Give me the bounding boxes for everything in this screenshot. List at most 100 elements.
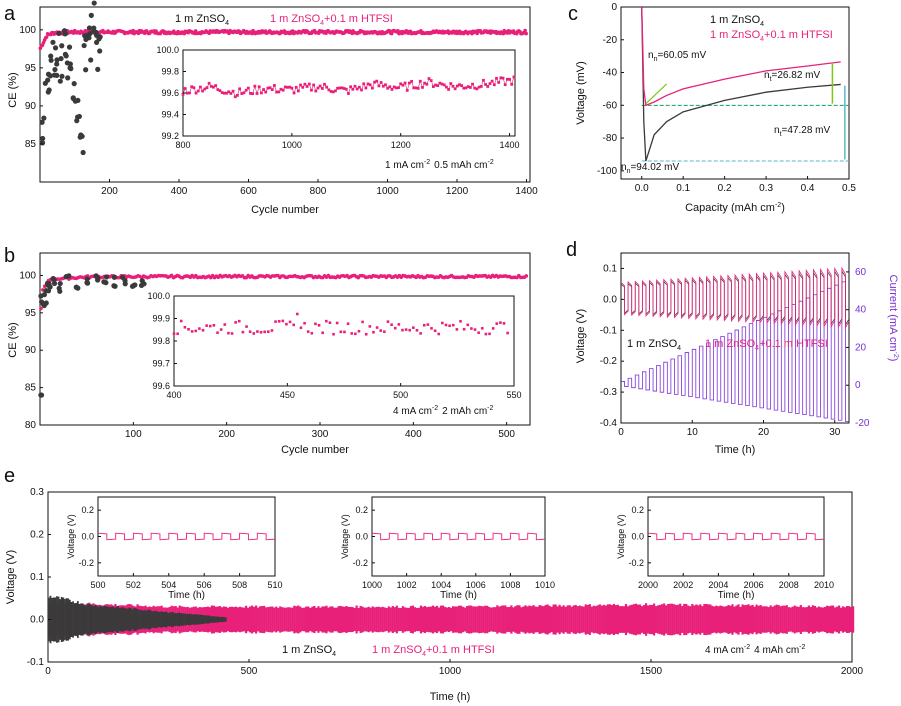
cycling-band-znso4 [62,597,65,642]
ce-point-znso4 [88,12,94,18]
panel-c-xticks: 0.0 0.1 0.2 0.3 0.4 0.5 [635,176,856,194]
cycling-band-znso4 [59,599,62,640]
note-sup: -2 [488,159,494,166]
legend-text: +0.1 m HTFSI [759,338,828,350]
inset-ce-point [286,85,289,89]
inset-ce-point [390,88,394,91]
cycling-band-znso4 [89,604,92,635]
inset-ce-point [256,330,259,333]
cycling-band-htfsi [755,604,758,635]
inset-ce-point [383,330,386,334]
ce-point-znso4 [120,274,126,280]
cycling-band-htfsi [251,605,254,634]
cycling-band-htfsi [387,606,390,633]
cycling-band-htfsi [729,605,732,634]
ce-point-znso4 [52,66,58,73]
ce-point-znso4 [50,39,56,45]
cycling-band-htfsi [381,606,384,633]
cycling-band-htfsi [813,605,817,634]
cycling-band-htfsi [441,605,445,634]
cycling-band-znso4 [186,614,189,625]
cycling-band-htfsi [377,606,380,633]
c-xtick-label: 0.5 [842,183,856,194]
inset-ce-point [506,331,509,335]
ce-point-znso4 [59,73,65,79]
ce-point-znso4 [63,53,69,59]
panel-e: Voltage (V) Time (h) 0 500 1000 1500 2000 -0… [5,487,864,703]
cycling-band-htfsi [257,607,260,632]
cycling-band-htfsi [313,605,316,634]
cycling-band-htfsi [263,605,266,634]
inset-ce-point [323,82,326,86]
cycling-band-htfsi [550,606,553,633]
ce-point-znso4 [51,280,58,287]
cycling-band-znso4 [160,611,163,628]
cycling-band-znso4 [184,613,187,626]
inset-ce-point [274,320,277,323]
cycling-band-znso4 [194,614,197,625]
inset-ce-point [404,328,408,331]
cycling-band-znso4 [199,614,201,625]
ce-point-htfsi [44,35,49,39]
cycling-band-htfsi [731,604,734,635]
inset-ce-point [486,85,490,88]
cycling-band-htfsi [510,605,513,634]
cycling-band-znso4 [165,611,168,628]
cycling-band-znso4 [72,601,74,638]
cycling-band-htfsi [693,605,696,634]
cycling-band-htfsi [271,606,274,633]
cycling-band-znso4 [57,596,60,643]
cycling-band-htfsi [361,606,364,633]
panel-c-xlabel: Capacity (mAh cm-2) [685,202,785,214]
cycling-band-htfsi [646,605,650,634]
cycling-band-htfsi [807,605,810,634]
cycling-band-htfsi [699,604,702,635]
e-xtick-label: 500 [241,666,258,677]
e-inset-xtick-label: 500 [90,580,105,590]
cycling-band-htfsi [482,606,485,633]
cycling-band-htfsi [255,605,258,634]
panel-a-legend-htfsi: 1 m ZnSO4+0.1 m HTFSI [270,13,393,27]
nucleation-pointer-arrow [645,83,668,105]
inset-ce-point [176,332,179,336]
a-inset-ytick-label: 99.6 [161,88,179,98]
cycling-band-znso4 [75,602,78,637]
ce-point-znso4 [38,293,44,299]
cycling-band-znso4 [138,609,140,630]
cycling-band-htfsi [419,605,423,634]
inset-ce-point [317,323,321,327]
cycling-band-znso4 [183,613,185,626]
cycling-band-htfsi [769,605,772,634]
cycling-band-htfsi [464,607,467,632]
cycling-band-htfsi [486,605,489,634]
inset-ce-point [222,91,226,95]
inset-ce-point [360,88,363,92]
cycling-band-htfsi [727,605,730,634]
inset-ce-point [194,91,198,95]
cycling-band-znso4 [175,613,177,626]
cycling-band-htfsi [827,606,831,633]
cycling-band-htfsi [458,605,461,634]
cycling-band-htfsi [707,604,710,635]
legend-text: +0.1 m HTFSI [764,29,833,41]
cycling-band-znso4 [224,617,227,622]
cycling-band-htfsi [837,605,841,634]
cycling-band-htfsi [277,607,280,632]
inset-ce-point [470,327,473,330]
cycling-band-htfsi [242,607,246,632]
a-inset-xtick-label: 1000 [282,140,302,150]
cycling-band-htfsi [228,606,232,633]
panel-a-xlabel: Cycle number [251,204,319,216]
cycling-band-htfsi [683,603,686,636]
inset-ce-point [422,323,426,327]
cycling-band-htfsi [355,605,358,634]
b-ytick-label: 95 [25,308,37,319]
cycling-band-htfsi [675,605,678,634]
ce-point-znso4 [91,0,97,6]
cycling-band-htfsi [759,605,762,634]
cycling-band-htfsi [512,607,515,632]
legend-sub: 4 [760,36,764,43]
cycling-band-znso4 [155,611,158,628]
legend-text: 1 m ZnSO [627,338,678,350]
cycling-band-htfsi [365,607,368,632]
